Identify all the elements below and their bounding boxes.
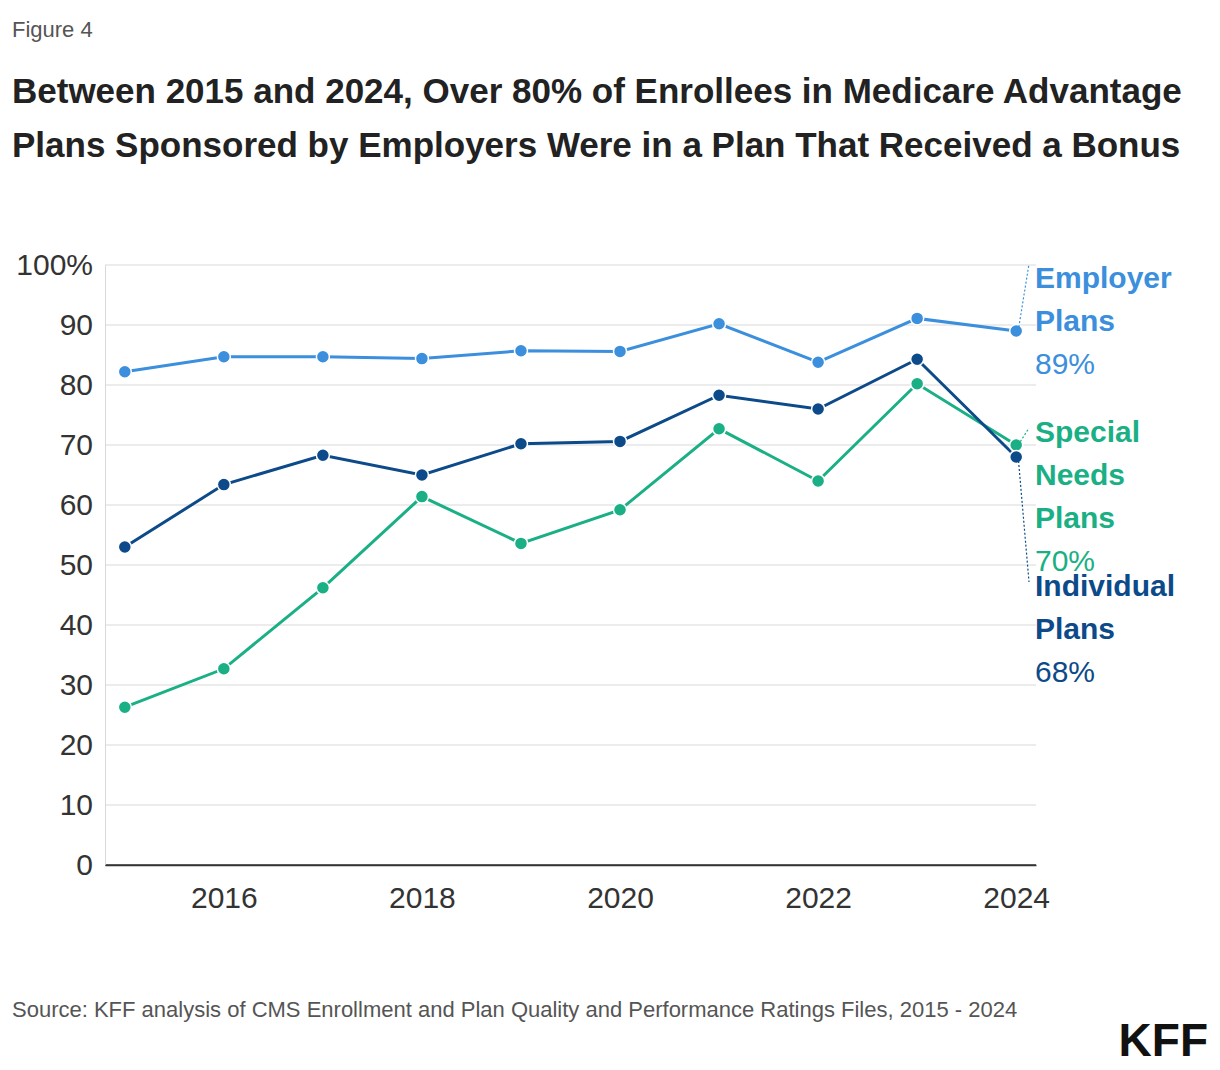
x-tick-label: 2024 <box>983 881 1050 914</box>
grid-line <box>105 325 1036 326</box>
series-point <box>514 437 527 450</box>
series-point <box>1010 325 1023 338</box>
y-tick: 60 <box>60 488 105 521</box>
series-point <box>118 541 131 554</box>
series-point <box>217 478 230 491</box>
y-tick: 100% <box>16 248 105 281</box>
grid-line <box>105 445 1036 446</box>
y-tick: 0 <box>76 848 105 881</box>
x-axis-line <box>106 865 1037 867</box>
series-point <box>614 435 627 448</box>
series-point <box>217 662 230 675</box>
grid-line <box>105 685 1036 686</box>
y-tick: 70 <box>60 428 105 461</box>
y-tick: 80 <box>60 368 105 401</box>
y-tick-label: 10 <box>60 788 93 821</box>
series-point <box>614 345 627 358</box>
x-tick: 2018 <box>389 865 456 914</box>
series-point <box>415 490 428 503</box>
y-tick: 20 <box>60 728 105 761</box>
series-point <box>713 317 726 330</box>
series-name: SpecialNeedsPlans <box>1035 415 1140 534</box>
series-point <box>217 350 230 363</box>
series-point <box>514 537 527 550</box>
series-point <box>514 344 527 357</box>
y-tick-label: 0 <box>76 848 93 881</box>
y-tick-label: 50 <box>60 548 93 581</box>
x-tick: 2016 <box>191 865 258 914</box>
series-point <box>911 312 924 325</box>
series-name: EmployerPlans <box>1035 261 1172 337</box>
label-leader <box>1018 264 1029 331</box>
grid-line <box>105 385 1036 386</box>
x-tick-label: 2022 <box>785 881 852 914</box>
label-leader <box>1018 457 1029 582</box>
series-point <box>812 356 825 369</box>
grid-line <box>105 625 1036 626</box>
series-point <box>812 475 825 488</box>
y-tick: 50 <box>60 548 105 581</box>
y-tick-label: 20 <box>60 728 93 761</box>
series-point <box>911 377 924 390</box>
x-tick: 2022 <box>785 865 852 914</box>
grid-line <box>105 745 1036 746</box>
data-label: 68% <box>1035 655 1095 688</box>
chart: Figure 4 Between 2015 and 2024, Over 80% … <box>0 0 1220 1070</box>
x-tick-label: 2016 <box>191 881 258 914</box>
series-point <box>316 350 329 363</box>
grid-line <box>105 265 1036 266</box>
series-point <box>415 469 428 482</box>
grid-line <box>105 565 1036 566</box>
series-point <box>1010 451 1023 464</box>
title: Between 2015 and 2024, Over 80% of Enrol… <box>12 71 1182 164</box>
series-point <box>614 503 627 516</box>
series-point <box>415 352 428 365</box>
series-name: IndividualPlans <box>1035 569 1175 645</box>
series-line <box>125 384 1016 707</box>
y-axis-line <box>105 266 106 866</box>
y-tick-label: 40 <box>60 608 93 641</box>
series-line <box>125 359 1016 547</box>
series-point <box>713 422 726 435</box>
x-tick: 2024 <box>983 865 1050 914</box>
plot-area <box>118 312 1022 714</box>
y-tick: 30 <box>60 668 105 701</box>
series-point <box>812 403 825 416</box>
series-point <box>118 365 131 378</box>
grid-line <box>105 505 1036 506</box>
series-point <box>713 389 726 402</box>
figure-label: Figure 4 <box>12 17 93 42</box>
x-tick: 2020 <box>587 865 654 914</box>
logo: KFF <box>1119 1014 1208 1066</box>
y-tick: 90 <box>60 308 105 341</box>
y-tick-label: 30 <box>60 668 93 701</box>
series-labels: EmployerPlans89%SpecialNeedsPlans70%Indi… <box>1018 261 1175 688</box>
y-tick-label: 70 <box>60 428 93 461</box>
x-axis: 2016 2018 2020 2022 2024 <box>106 865 1051 914</box>
grid <box>105 265 1036 865</box>
source: Source: KFF analysis of CMS Enrollment a… <box>12 997 1017 1022</box>
y-tick-label: 100% <box>16 248 93 281</box>
series-line <box>125 318 1016 371</box>
y-tick: 40 <box>60 608 105 641</box>
grid-line <box>105 864 1036 866</box>
series-point <box>316 449 329 462</box>
y-tick-label: 80 <box>60 368 93 401</box>
y-tick-label: 90 <box>60 308 93 341</box>
data-label: 89% <box>1035 347 1095 380</box>
y-tick-label: 60 <box>60 488 93 521</box>
grid-line <box>105 805 1036 806</box>
series-point <box>316 581 329 594</box>
y-axis: 0 10 20 30 40 50 60 70 80 90 100% <box>16 248 105 881</box>
x-tick-label: 2020 <box>587 881 654 914</box>
series-point <box>118 701 131 714</box>
y-tick: 10 <box>60 788 105 821</box>
label-leader <box>1018 428 1029 445</box>
x-tick-label: 2018 <box>389 881 456 914</box>
series-point <box>911 353 924 366</box>
